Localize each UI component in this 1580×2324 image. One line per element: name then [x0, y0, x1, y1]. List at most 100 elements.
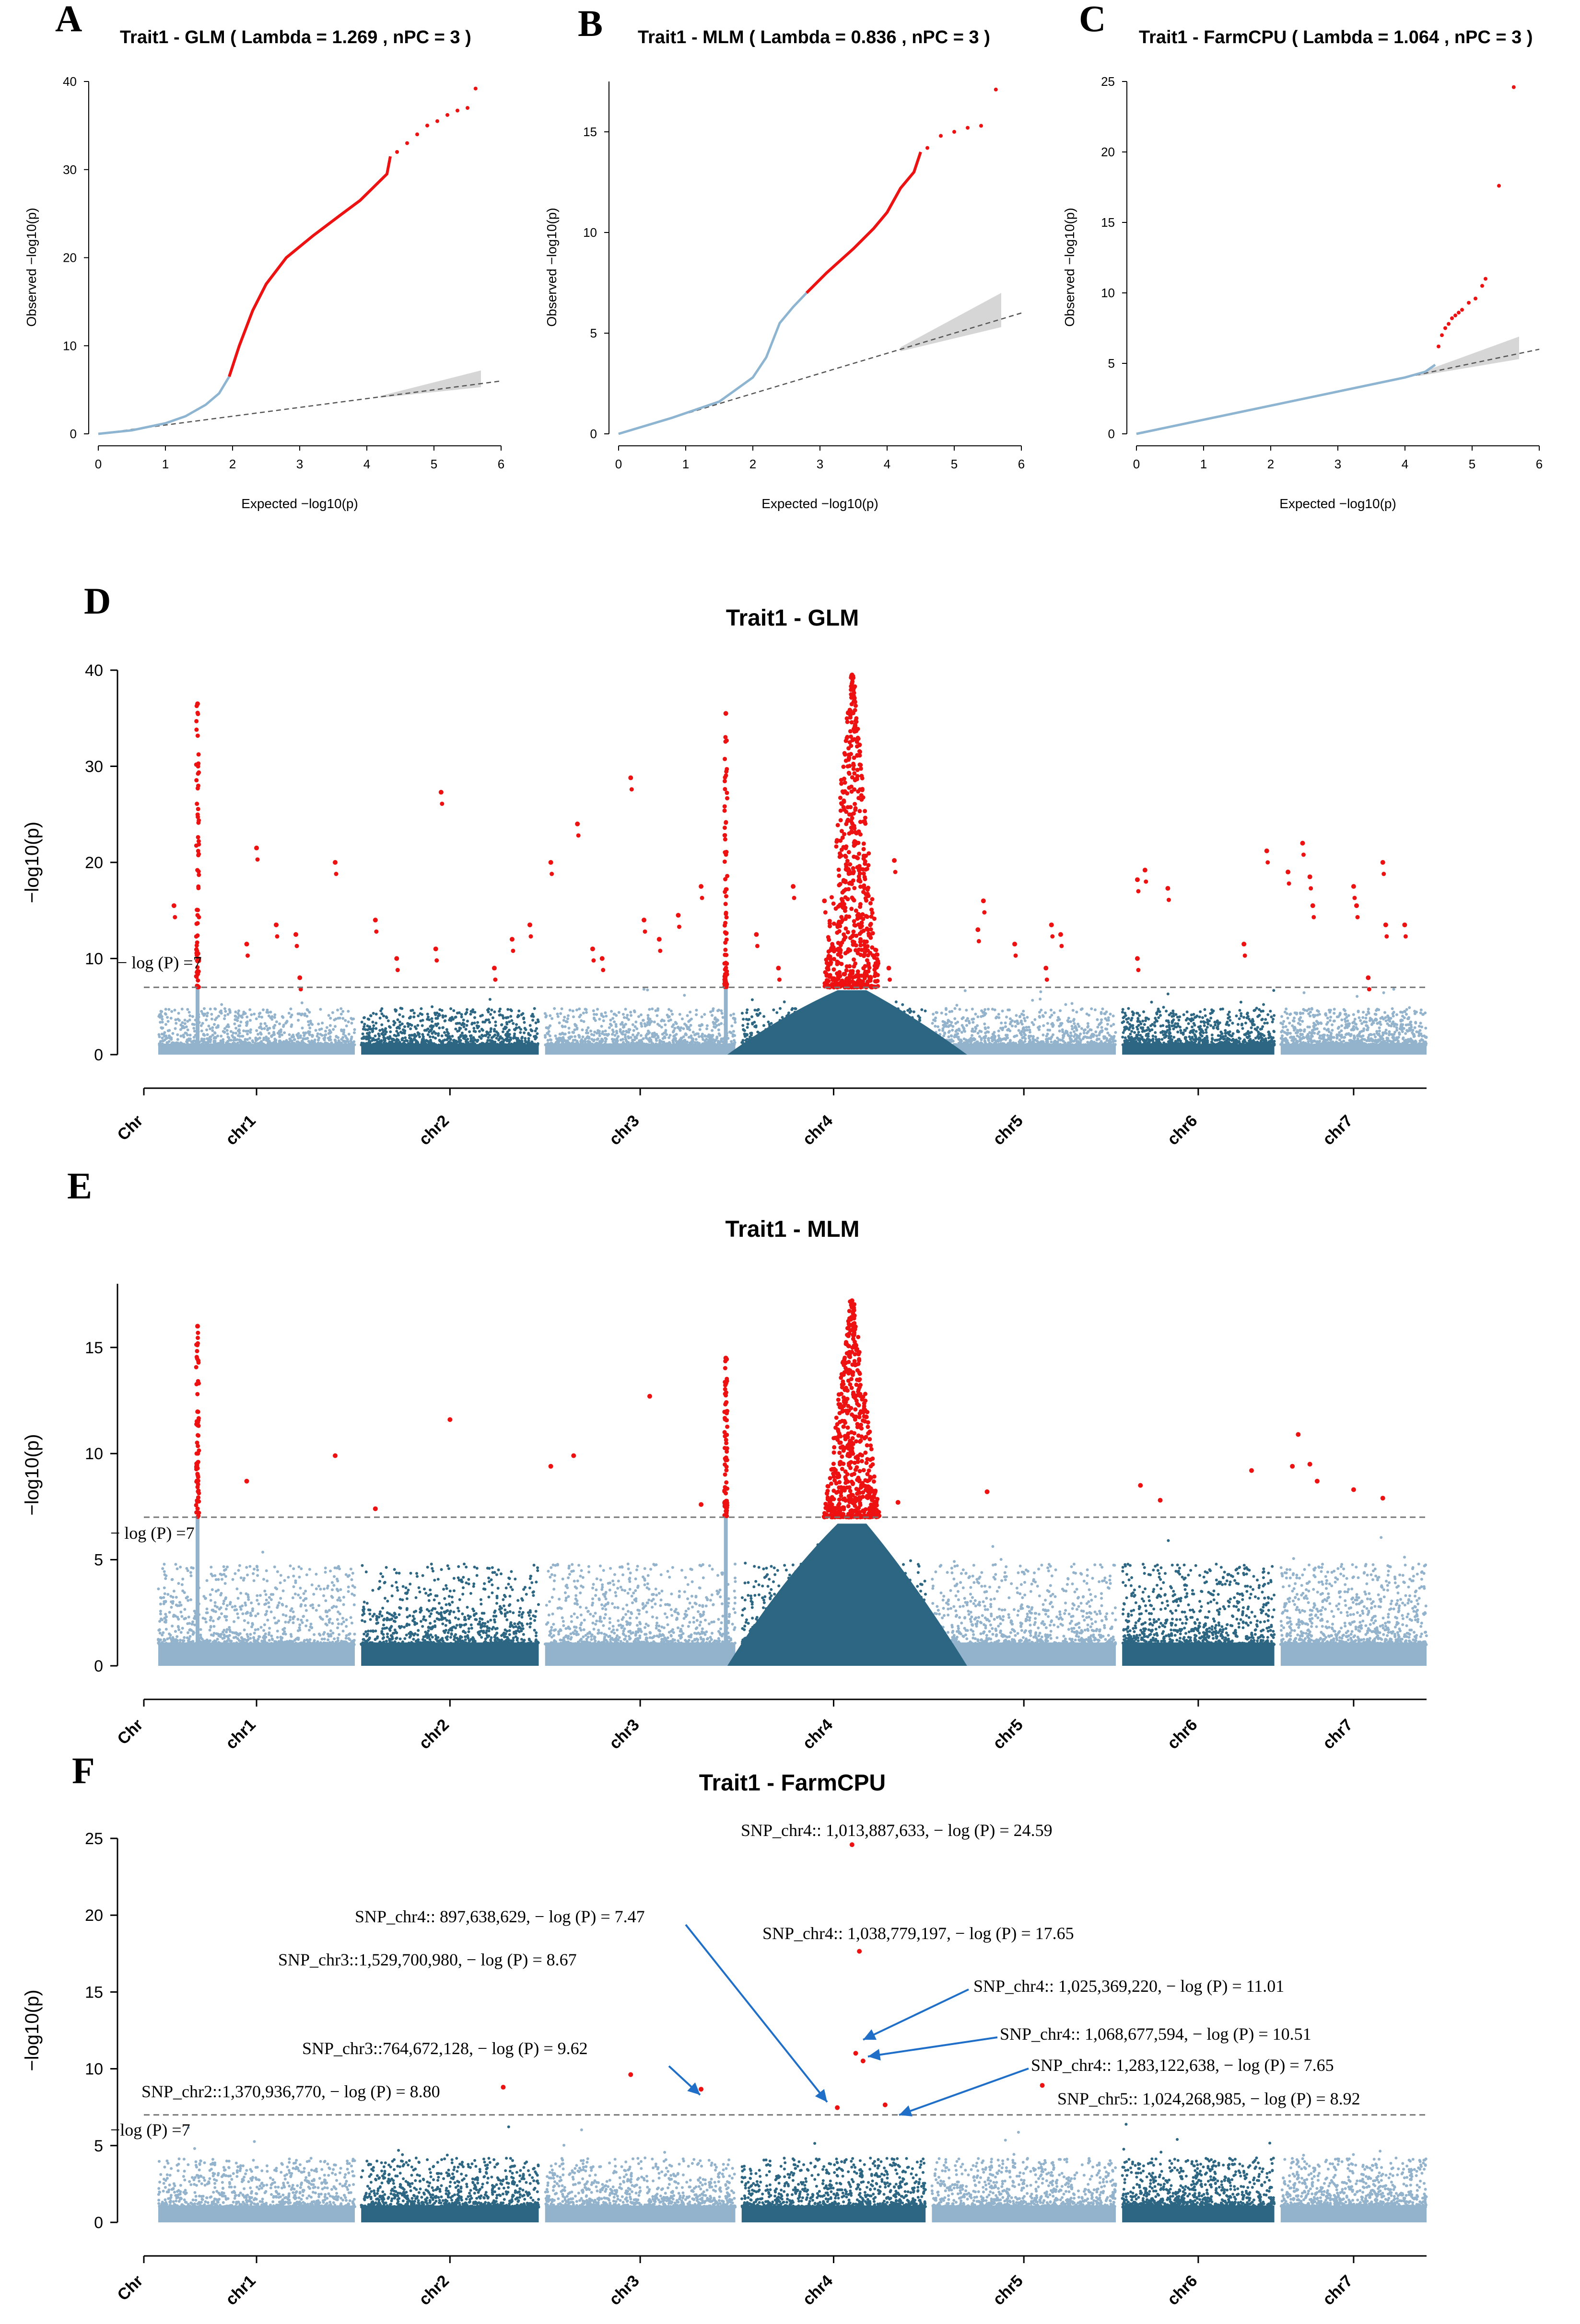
snp-point	[161, 1027, 164, 1030]
snp-point	[273, 1033, 276, 1035]
snp-point	[230, 1039, 233, 1042]
qq-point	[395, 150, 399, 154]
snp-point	[383, 1039, 386, 1042]
snp-point	[329, 1044, 332, 1046]
snp-point	[238, 1039, 241, 1042]
y-tick-label: 10	[583, 225, 597, 240]
y-tick-label: 20	[85, 854, 103, 872]
snp-point	[158, 1013, 161, 1016]
qq-point	[1450, 316, 1454, 320]
snp-point	[164, 1023, 167, 1026]
snp-point	[234, 1027, 237, 1030]
snp-point	[488, 1034, 491, 1036]
snp-point	[444, 1020, 446, 1023]
x-tick-label: 3	[296, 457, 303, 471]
significant-curve	[229, 156, 390, 376]
x-tick-label: 4	[363, 457, 370, 471]
snp-point	[226, 1043, 229, 1046]
snp-point	[249, 1028, 252, 1031]
x-tick-label: 2	[1267, 457, 1274, 471]
snp-point	[426, 1018, 429, 1021]
snp-point	[272, 1025, 275, 1028]
snp-point	[222, 1044, 225, 1046]
snp-point	[336, 1009, 339, 1011]
snp-point	[171, 1032, 174, 1035]
snp-point	[323, 1036, 326, 1039]
snp-point	[531, 1019, 534, 1022]
y-tick-label: 10	[85, 950, 103, 968]
snp-point	[340, 1044, 343, 1046]
snp-point	[226, 1029, 229, 1032]
snp-point	[213, 1023, 216, 1026]
snp-point	[249, 1019, 252, 1022]
qq-point	[952, 130, 956, 134]
snp-point	[262, 1038, 265, 1041]
plot-title: Trait1 - MLM ( Lambda = 0.836 , nPC = 3 …	[638, 27, 990, 47]
snp-point	[202, 1014, 205, 1017]
snp-point	[298, 1044, 301, 1046]
snp-point	[211, 1018, 213, 1021]
snp-point	[414, 1025, 417, 1028]
snp-point	[304, 1032, 307, 1034]
snp-point	[481, 1014, 484, 1017]
snp-point	[489, 1030, 492, 1033]
snp-point	[334, 1025, 337, 1028]
snp-point	[278, 1040, 281, 1043]
snp-point	[466, 1024, 468, 1027]
snp-point	[288, 1012, 291, 1015]
x-tick-label: 5	[431, 457, 437, 471]
snp-point	[360, 1042, 363, 1045]
snp-point	[220, 1034, 222, 1037]
snp-point	[163, 1035, 166, 1038]
snp-point	[398, 1013, 401, 1016]
snp-point	[273, 1016, 276, 1019]
snp-point	[255, 1044, 257, 1046]
snp-point	[380, 1007, 383, 1010]
snp-point	[474, 1039, 477, 1042]
qq-point	[1484, 277, 1487, 281]
snp-point	[524, 1027, 527, 1030]
snp-point	[166, 1016, 169, 1019]
snp-point	[431, 1020, 433, 1023]
snp-point	[205, 1018, 208, 1021]
snp-point	[212, 1041, 215, 1044]
y-tick-label: 10	[1101, 286, 1115, 300]
snp-point	[309, 1020, 312, 1023]
snp-point	[339, 1007, 342, 1010]
snp-point	[158, 1035, 161, 1038]
x-tick-label: 3	[817, 457, 823, 471]
snp-point	[520, 1013, 523, 1016]
snp-point	[176, 1038, 179, 1041]
snp-point	[502, 1030, 504, 1033]
snp-point	[529, 1024, 532, 1027]
snp-point	[242, 1011, 245, 1013]
snp-point	[185, 1025, 188, 1028]
snp-point	[282, 1041, 285, 1044]
snp-point	[207, 1037, 210, 1040]
snp-point	[236, 1042, 239, 1045]
snp-point	[283, 1031, 286, 1034]
x-tick-label: 0	[615, 457, 622, 471]
snp-point	[361, 1021, 363, 1023]
snp-point	[473, 1016, 476, 1019]
snp-point	[413, 1011, 416, 1014]
snp-point	[466, 1038, 469, 1041]
snp-point	[234, 1039, 237, 1042]
snp-point	[417, 1014, 420, 1017]
snp-point	[380, 1023, 383, 1026]
snp-point	[523, 1032, 526, 1034]
snp-point	[490, 1027, 492, 1030]
x-tick-label: 2	[229, 457, 236, 471]
snp-point	[342, 1033, 345, 1035]
snp-point	[226, 1013, 229, 1016]
snp-point	[493, 1011, 496, 1013]
snp-point	[476, 1021, 479, 1024]
snp-point	[223, 1014, 226, 1017]
snp-point	[508, 1033, 511, 1036]
snp-point	[288, 1033, 291, 1036]
snp-point	[316, 1032, 319, 1035]
snp-point	[522, 1017, 525, 1020]
snp-point	[184, 1032, 187, 1034]
snp-point	[494, 1024, 497, 1027]
snp-point	[281, 1015, 284, 1018]
